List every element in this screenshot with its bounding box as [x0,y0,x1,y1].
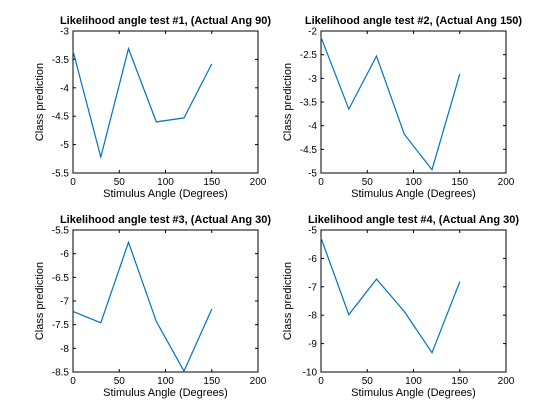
x-axis-label-1: Stimulus Angle (Degrees) [103,188,228,200]
y-tick-label-4: -9 [308,339,317,350]
y-tick-label-4: -5 [308,226,317,237]
x-tick-label-3: 50 [114,376,126,387]
x-axis-label-2: Stimulus Angle (Degrees) [351,188,476,200]
x-tick-label-3: 150 [203,376,220,387]
x-tick-label-2: 50 [362,177,374,188]
plot-area-1 [72,30,259,174]
y-tick-label-3: -6.5 [52,273,70,284]
y-tick-label-4: -6 [308,254,317,265]
series-line-4 [320,237,461,354]
y-tick-label-2: -4.5 [300,145,318,156]
x-tick-label-2: 200 [498,177,515,188]
subplot-2: Likelihood angle test #2, (Actual Ang 15… [282,15,522,200]
series-line-2 [320,36,461,171]
y-tick-label-4: -10 [303,368,318,379]
y-tick-label-1: -5.5 [52,169,70,180]
x-tick-label-2: 0 [318,177,324,188]
series-line-3 [72,240,213,373]
y-tick-label-4: -7 [308,282,317,293]
y-tick-label-1: -3 [60,27,69,38]
chart-title-3: Likelihood angle test #3, (Actual Ang 30… [60,214,271,226]
x-tick-label-1: 150 [203,177,220,188]
x-tick-label-1: 100 [157,177,174,188]
subplot-4: Likelihood angle test #4, (Actual Ang 30… [282,214,519,399]
y-tick-label-4: -8 [308,311,317,322]
y-tick-label-3: -5.5 [52,226,70,237]
y-tick-label-1: -4.5 [52,112,70,123]
x-tick-label-1: 50 [114,177,126,188]
x-tick-label-3: 100 [157,376,174,387]
y-tick-label-3: -7 [60,297,69,308]
x-tick-label-3: 0 [70,376,76,387]
y-axis-label-1: Class prediction [34,63,46,141]
y-tick-label-2: -3 [308,74,317,85]
x-tick-label-1: 200 [250,177,267,188]
x-tick-label-4: 50 [362,376,374,387]
subplot-3: Likelihood angle test #3, (Actual Ang 30… [34,214,271,399]
x-tick-label-4: 150 [451,376,468,387]
subplot-1: Likelihood angle test #1, (Actual Ang 90… [34,15,271,200]
y-tick-label-3: -8.5 [52,368,70,379]
y-tick-label-1: -5 [60,140,69,151]
y-tick-label-3: -7.5 [52,320,70,331]
chart-title-2: Likelihood angle test #2, (Actual Ang 15… [305,15,523,27]
x-axis-label-4: Stimulus Angle (Degrees) [351,387,476,399]
plot-area-3 [72,229,259,373]
x-tick-label-1: 0 [70,177,76,188]
x-axis-label-3: Stimulus Angle (Degrees) [103,387,228,399]
y-axis-label-2: Class prediction [282,63,294,141]
y-tick-label-3: -6 [60,249,69,260]
plot-area-2 [320,30,507,174]
y-tick-label-2: -3.5 [300,98,318,109]
y-tick-label-2: -5 [308,169,317,180]
x-tick-label-3: 200 [250,376,267,387]
x-tick-label-2: 150 [451,177,468,188]
plot-area-4 [320,229,507,373]
y-tick-label-1: -4 [60,83,69,94]
y-axis-label-4: Class prediction [282,262,294,340]
y-axis-label-3: Class prediction [34,262,46,340]
x-tick-label-4: 0 [318,376,324,387]
x-tick-label-4: 100 [405,376,422,387]
chart-title-4: Likelihood angle test #4, (Actual Ang 30… [308,214,519,226]
y-tick-label-2: -4 [308,121,317,132]
x-tick-label-4: 200 [498,376,515,387]
y-tick-label-3: -8 [60,344,69,355]
x-tick-label-2: 100 [405,177,422,188]
y-tick-label-1: -3.5 [52,55,70,66]
y-tick-label-2: -2.5 [300,50,318,61]
chart-title-1: Likelihood angle test #1, (Actual Ang 90… [60,15,271,27]
y-tick-label-2: -2 [308,27,317,38]
series-line-1 [72,46,213,160]
